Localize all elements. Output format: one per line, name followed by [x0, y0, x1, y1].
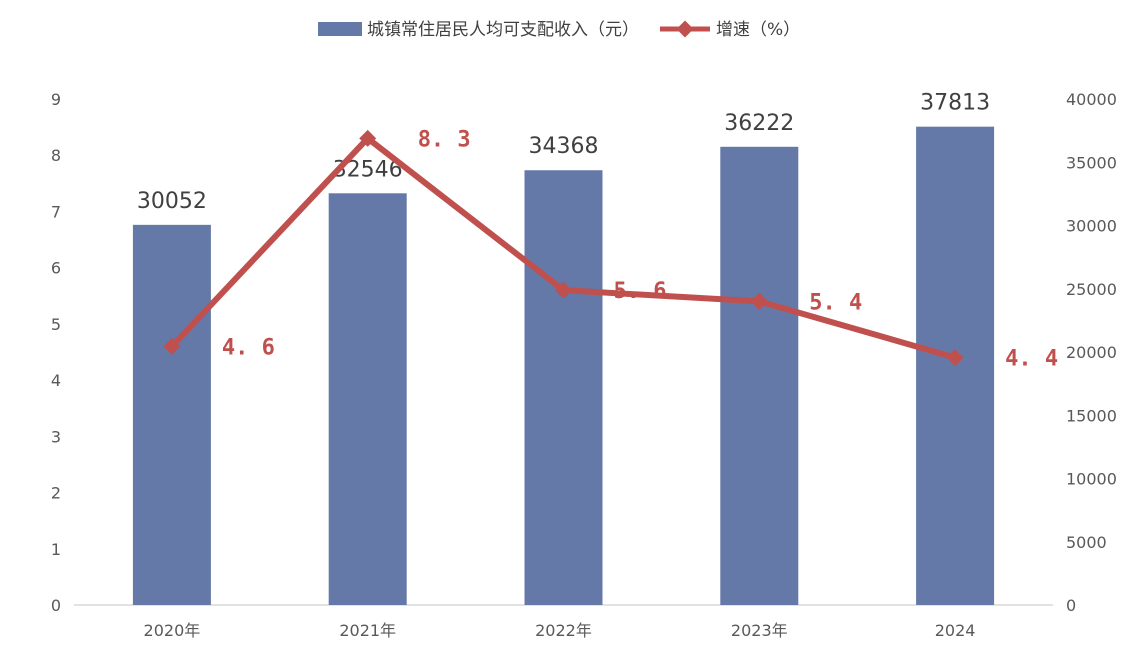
left-axis-tick-label: 9	[51, 90, 61, 109]
left-axis-tick-label: 0	[51, 596, 61, 615]
bar-data-label: 37813	[920, 91, 990, 116]
line-marker	[359, 129, 377, 147]
bar	[328, 193, 407, 606]
left-axis-tick-label: 6	[51, 259, 61, 278]
legend-line-label: 增速（%）	[716, 20, 800, 40]
left-axis-tick-label: 7	[51, 202, 61, 221]
line-marker	[555, 281, 572, 299]
right-axis-tick-label: 25000	[1066, 280, 1117, 299]
right-axis-tick-label: 5000	[1066, 533, 1107, 552]
left-axis-tick-label: 2	[51, 484, 61, 503]
line-data-label: 5. 6	[614, 279, 667, 304]
line-series: 4. 6 8. 3 5. 6 5. 4 4. 4	[163, 127, 1058, 372]
left-axis-tick-label: 5	[51, 315, 61, 334]
right-axis-tick-label: 30000	[1066, 217, 1117, 236]
line-data-label: 4. 4	[1005, 347, 1058, 372]
left-axis-tick-label: 8	[51, 146, 61, 165]
line-data-label: 4. 6	[222, 335, 275, 360]
x-axis-categories: 2020年 2021年 2022年 2023年 2024	[144, 621, 976, 640]
left-axis-tick-label: 1	[51, 540, 61, 559]
legend-bar-label: 城镇常住居民人均可支配收入（元）	[367, 20, 639, 40]
right-axis-tick-label: 0	[1066, 596, 1076, 615]
left-axis: 0 1 2 3 4 5 6 7 8 9	[51, 90, 61, 615]
legend-bar-swatch	[318, 22, 362, 36]
legend: 城镇常住居民人均可支配收入（元） 增速（%）	[318, 20, 800, 40]
x-axis-category-label: 2023年	[731, 621, 788, 640]
bar-data-label: 34368	[529, 134, 599, 159]
bar-data-label: 30052	[137, 189, 207, 214]
bar	[720, 146, 799, 606]
right-axis: 0 5000 10000 15000 20000 25000 30000 35000 40000	[1066, 90, 1117, 615]
x-axis-category-label: 2020年	[144, 621, 201, 640]
line-marker	[163, 337, 181, 355]
left-axis-tick-label: 4	[51, 371, 61, 390]
bar	[132, 224, 211, 605]
bar	[524, 170, 603, 605]
bar-data-label: 36222	[724, 111, 794, 136]
right-axis-tick-label: 10000	[1066, 470, 1117, 489]
x-axis-category-label: 2022年	[535, 621, 592, 640]
right-axis-tick-label: 35000	[1066, 153, 1117, 172]
right-axis-tick-label: 15000	[1066, 406, 1117, 425]
x-axis-category-label: 2024	[935, 621, 976, 640]
line-marker	[946, 349, 964, 367]
right-axis-tick-label: 20000	[1066, 343, 1117, 362]
line-data-label: 5. 4	[809, 290, 862, 315]
legend-line-marker	[676, 20, 694, 38]
right-axis-tick-label: 40000	[1066, 90, 1117, 109]
line-marker	[750, 292, 768, 310]
x-axis-category-label: 2021年	[339, 621, 396, 640]
left-axis-tick-label: 3	[51, 427, 61, 446]
line-data-label: 8. 3	[418, 127, 471, 152]
